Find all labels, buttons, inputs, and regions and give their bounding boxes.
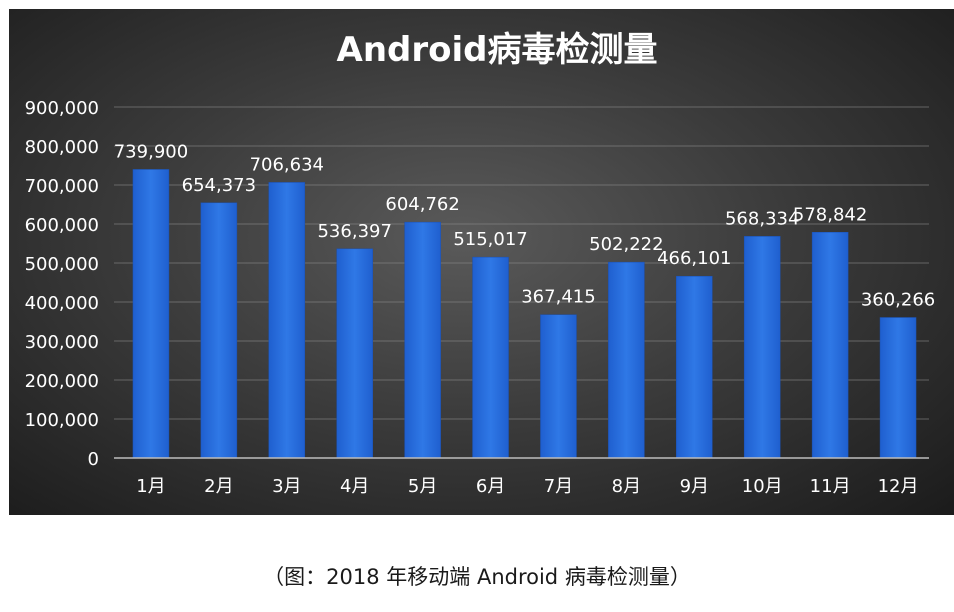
x-tick-label: 9月 xyxy=(680,476,709,497)
y-axis-tick-labels: 0 100,000 200,000 300,000 400,000 500,000 600,… xyxy=(25,98,99,470)
bar xyxy=(811,232,849,459)
x-tick-label: 7月 xyxy=(544,476,573,497)
bar-chart: Android病毒检测量 0 100,000 200,000 300,000 400,0… xyxy=(25,30,936,497)
x-tick-label: 6月 xyxy=(476,476,505,497)
x-tick-label: 12月 xyxy=(878,476,919,497)
bar xyxy=(608,261,645,459)
y-tick-label: 400,000 xyxy=(25,293,99,314)
gridlines xyxy=(114,106,929,420)
data-label: 515,017 xyxy=(453,229,527,250)
data-label: 706,634 xyxy=(250,154,324,175)
bar xyxy=(540,314,577,459)
data-label: 739,900 xyxy=(114,141,188,162)
x-tick-label: 1月 xyxy=(136,476,165,497)
data-label: 654,373 xyxy=(182,175,256,196)
x-axis-tick-labels: 1月 2月 3月 4月 5月 6月 7月 8月 9月 10月 11月 12月 xyxy=(136,476,918,497)
x-tick-label: 11月 xyxy=(810,476,851,497)
chart-panel: Android病毒检测量 0 100,000 200,000 300,000 400,0… xyxy=(9,9,954,515)
bars xyxy=(132,169,917,459)
y-tick-label: 300,000 xyxy=(25,332,99,353)
data-label: 578,842 xyxy=(793,204,867,225)
y-tick-label: 800,000 xyxy=(25,137,99,158)
y-tick-label: 700,000 xyxy=(25,176,99,197)
chart-title: Android病毒检测量 xyxy=(337,30,658,70)
x-tick-label: 5月 xyxy=(408,476,437,497)
y-tick-label: 0 xyxy=(88,449,99,470)
bar xyxy=(132,169,170,459)
y-tick-label: 100,000 xyxy=(25,410,99,431)
figure-caption: （图：2018 年移动端 Android 病毒检测量） xyxy=(263,565,691,589)
y-tick-label: 200,000 xyxy=(25,371,99,392)
data-label: 466,101 xyxy=(657,248,731,269)
x-tick-label: 2月 xyxy=(204,476,233,497)
x-tick-label: 10月 xyxy=(742,476,783,497)
y-tick-label: 900,000 xyxy=(25,98,99,119)
bar xyxy=(879,317,917,459)
bar xyxy=(404,221,441,459)
y-tick-label: 600,000 xyxy=(25,215,99,236)
x-tick-label: 3月 xyxy=(272,476,301,497)
data-label: 568,334 xyxy=(725,208,799,229)
bar xyxy=(676,275,713,459)
data-label: 502,222 xyxy=(589,234,663,255)
bar xyxy=(743,236,781,459)
bar xyxy=(268,182,306,459)
data-label: 360,266 xyxy=(861,289,935,310)
data-label: 604,762 xyxy=(385,194,459,215)
data-label: 536,397 xyxy=(317,221,391,242)
x-tick-label: 8月 xyxy=(612,476,641,497)
x-tick-label: 4月 xyxy=(340,476,369,497)
bar xyxy=(200,202,238,459)
data-label: 367,415 xyxy=(521,287,595,308)
bar xyxy=(336,248,373,459)
y-tick-label: 500,000 xyxy=(25,254,99,275)
bar xyxy=(472,256,509,459)
